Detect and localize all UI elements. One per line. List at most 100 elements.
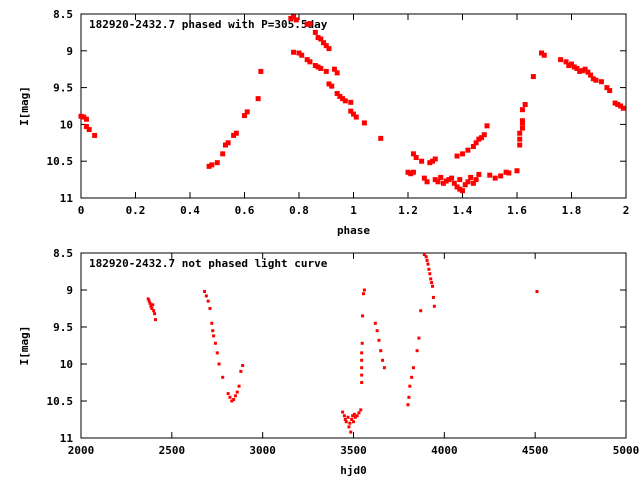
data-point — [574, 65, 580, 71]
data-point — [147, 299, 151, 303]
data-point — [337, 93, 343, 99]
data-point — [612, 100, 618, 106]
x-tick-label: 1.4 — [453, 204, 473, 217]
data-point — [346, 415, 350, 419]
data-point — [233, 394, 237, 398]
data-point — [348, 421, 352, 425]
data-point — [375, 329, 379, 333]
data-point — [484, 123, 490, 129]
data-point — [473, 177, 479, 183]
data-point — [503, 169, 509, 175]
data-point — [479, 135, 485, 141]
data-point — [357, 411, 361, 415]
data-point — [620, 105, 626, 111]
data-point — [432, 177, 438, 183]
data-point — [230, 399, 234, 403]
data-point — [146, 297, 150, 301]
data-point — [429, 277, 433, 281]
data-point — [206, 163, 212, 169]
data-point — [506, 170, 512, 176]
data-point — [221, 375, 225, 379]
data-point — [432, 304, 436, 308]
y-tick-label: 11 — [60, 192, 74, 205]
x-tick-label: 2500 — [159, 444, 186, 457]
data-point — [304, 57, 310, 63]
data-point — [348, 108, 354, 114]
data-point — [220, 151, 226, 157]
data-point — [435, 179, 441, 185]
data-point — [225, 140, 231, 146]
data-point — [377, 338, 381, 342]
y-tick-label: 11 — [60, 432, 74, 445]
y-tick-label: 9 — [66, 45, 73, 58]
plot-title: 182920-2432.7 not phased light curve — [89, 257, 328, 270]
data-point — [312, 63, 318, 69]
data-point — [492, 175, 498, 181]
data-point — [590, 76, 596, 82]
data-point — [432, 156, 438, 162]
data-point — [588, 72, 594, 78]
data-point — [457, 177, 463, 183]
x-tick-label: 0 — [78, 204, 85, 217]
data-point — [213, 341, 217, 345]
data-point — [347, 425, 351, 429]
data-point — [351, 111, 356, 117]
data-point — [299, 52, 305, 58]
y-axis-label: I[mag] — [18, 86, 31, 126]
data-point — [530, 74, 536, 80]
data-point — [470, 180, 476, 186]
data-point — [232, 398, 236, 402]
data-point — [78, 113, 84, 119]
data-point — [607, 88, 613, 94]
data-point — [373, 321, 377, 325]
data-point — [351, 414, 355, 418]
data-point — [470, 143, 476, 149]
data-point — [563, 59, 569, 65]
data-point — [241, 363, 245, 367]
data-point — [149, 304, 153, 308]
data-point — [326, 46, 332, 52]
data-point — [424, 179, 430, 185]
data-point — [244, 109, 250, 115]
data-point — [343, 418, 347, 421]
data-point — [148, 301, 152, 305]
data-point — [517, 130, 523, 136]
data-point — [360, 341, 364, 345]
x-tick-label: 1.8 — [562, 204, 582, 217]
data-point — [413, 155, 419, 161]
data-point — [291, 14, 297, 20]
data-point — [405, 169, 411, 175]
data-point — [352, 412, 356, 416]
data-point — [353, 415, 357, 419]
data-point — [582, 66, 588, 72]
data-point — [361, 292, 365, 296]
data-point — [226, 392, 230, 396]
data-point — [431, 284, 435, 288]
x-tick-label: 1.2 — [398, 204, 418, 217]
data-point — [217, 362, 221, 366]
data-point — [83, 116, 89, 122]
y-tick-label: 9.5 — [53, 321, 73, 334]
data-point — [535, 289, 539, 293]
x-tick-label: 3000 — [249, 444, 276, 457]
data-point — [153, 318, 157, 322]
data-point — [152, 309, 156, 313]
data-point — [446, 177, 452, 183]
x-axis-label: hjd0 — [340, 464, 367, 477]
data-point — [326, 81, 332, 87]
data-point — [460, 188, 465, 194]
x-tick-label: 5000 — [613, 444, 640, 457]
data-point — [323, 43, 329, 49]
plot-2: 2000 2500 3000 3500 4000 4500 5000 8.5 9 9.5 10 10.… — [18, 247, 639, 477]
data-point — [361, 314, 365, 318]
data-point — [451, 180, 457, 186]
x-tick-label: 2 — [623, 204, 630, 217]
data-point — [293, 17, 299, 23]
data-point — [569, 61, 574, 67]
data-point — [296, 50, 302, 56]
data-point — [208, 307, 212, 310]
data-point — [487, 172, 493, 178]
data-point — [519, 125, 525, 131]
data-point — [481, 132, 487, 138]
